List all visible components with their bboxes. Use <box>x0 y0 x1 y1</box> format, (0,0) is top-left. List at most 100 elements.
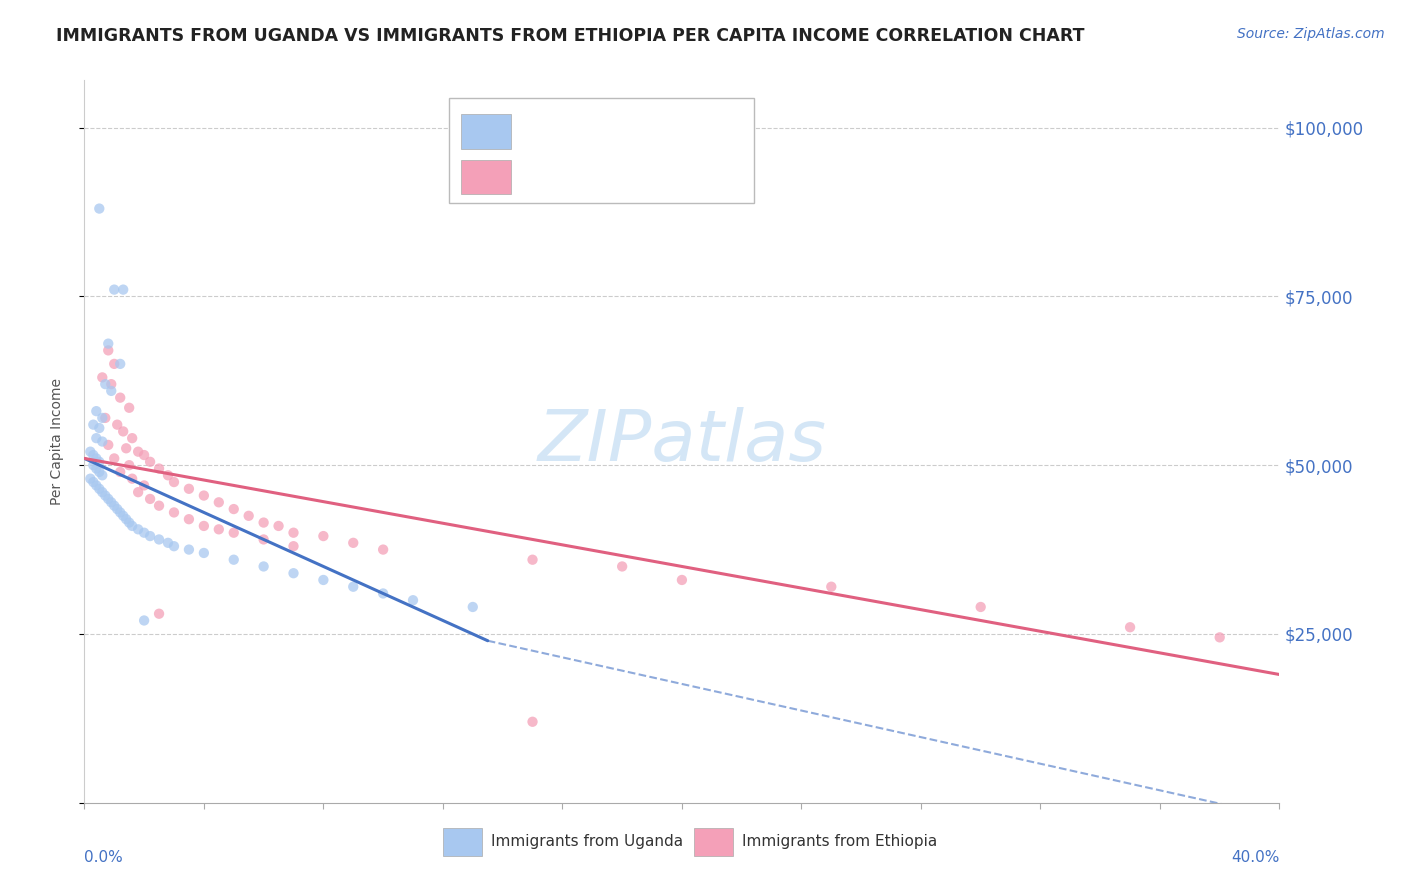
Point <box>105 417 128 432</box>
Point <box>342 580 364 594</box>
Point <box>373 542 395 557</box>
Point <box>110 505 132 519</box>
Point <box>115 512 138 526</box>
Point <box>139 529 162 543</box>
Point <box>193 546 215 560</box>
Point <box>139 491 162 506</box>
Point <box>177 482 200 496</box>
Point <box>148 533 170 547</box>
Point <box>82 417 104 432</box>
Point <box>89 421 111 435</box>
Point <box>110 465 132 479</box>
Point <box>118 516 141 530</box>
Point <box>112 425 135 439</box>
Point <box>100 495 122 509</box>
Point <box>127 485 149 500</box>
Text: 40.0%: 40.0% <box>1232 850 1279 864</box>
FancyBboxPatch shape <box>461 160 510 194</box>
Point <box>97 336 120 351</box>
Point <box>163 505 186 519</box>
Point <box>238 508 260 523</box>
Point <box>86 461 108 475</box>
Point <box>163 475 186 489</box>
Point <box>91 411 114 425</box>
Point <box>97 343 120 358</box>
Text: IMMIGRANTS FROM UGANDA VS IMMIGRANTS FROM ETHIOPIA PER CAPITA INCOME CORRELATION: IMMIGRANTS FROM UGANDA VS IMMIGRANTS FRO… <box>56 27 1085 45</box>
Text: R = -0.370   N = 53: R = -0.370 N = 53 <box>527 168 697 186</box>
Point <box>157 536 180 550</box>
Point <box>110 391 132 405</box>
Point <box>253 559 276 574</box>
Point <box>148 499 170 513</box>
Point <box>373 586 395 600</box>
Point <box>163 539 186 553</box>
Text: R = -0.301   N = 53: R = -0.301 N = 53 <box>527 122 697 141</box>
Point <box>121 431 143 445</box>
Point <box>86 404 108 418</box>
Point <box>1119 620 1142 634</box>
FancyBboxPatch shape <box>461 114 510 149</box>
Point <box>82 448 104 462</box>
Point <box>132 448 156 462</box>
Text: 0.0%: 0.0% <box>84 850 124 864</box>
Point <box>89 482 111 496</box>
Point <box>970 599 993 614</box>
Point <box>79 444 101 458</box>
Point <box>193 519 215 533</box>
Point <box>112 283 135 297</box>
Text: Source: ZipAtlas.com: Source: ZipAtlas.com <box>1237 27 1385 41</box>
Text: Immigrants from Uganda: Immigrants from Uganda <box>491 834 683 849</box>
Text: ZIPatlas: ZIPatlas <box>537 407 827 476</box>
Point <box>110 357 132 371</box>
Y-axis label: Per Capita Income: Per Capita Income <box>49 378 63 505</box>
Point <box>89 465 111 479</box>
Point <box>94 411 117 425</box>
Point <box>118 458 141 472</box>
Point <box>103 451 125 466</box>
FancyBboxPatch shape <box>695 828 734 855</box>
Point <box>139 455 162 469</box>
Point <box>1209 631 1232 645</box>
Point <box>97 438 120 452</box>
Point <box>94 377 117 392</box>
Point <box>127 444 149 458</box>
Point <box>97 491 120 506</box>
Point <box>91 434 114 449</box>
Point <box>121 519 143 533</box>
Point <box>103 283 125 297</box>
Point <box>208 522 231 536</box>
Point <box>91 370 114 384</box>
Point <box>402 593 425 607</box>
Point <box>94 489 117 503</box>
Point <box>89 202 111 216</box>
Point <box>222 502 245 516</box>
Point <box>148 607 170 621</box>
Point <box>91 468 114 483</box>
Point <box>312 529 335 543</box>
Point <box>132 478 156 492</box>
Point <box>177 512 200 526</box>
FancyBboxPatch shape <box>443 828 482 855</box>
Point <box>103 499 125 513</box>
Point <box>127 522 149 536</box>
Point <box>132 614 156 628</box>
Point <box>222 552 245 566</box>
Point <box>148 461 170 475</box>
Text: Immigrants from Ethiopia: Immigrants from Ethiopia <box>742 834 936 849</box>
Point <box>91 485 114 500</box>
Point <box>118 401 141 415</box>
Point <box>267 519 290 533</box>
Point <box>283 525 305 540</box>
Point <box>112 508 135 523</box>
Point <box>82 458 104 472</box>
Point <box>121 472 143 486</box>
Point <box>86 431 108 445</box>
Point <box>283 539 305 553</box>
Point <box>89 455 111 469</box>
Point <box>312 573 335 587</box>
Point <box>208 495 231 509</box>
Point <box>522 714 544 729</box>
Point <box>100 384 122 398</box>
Point <box>132 525 156 540</box>
Point <box>86 478 108 492</box>
